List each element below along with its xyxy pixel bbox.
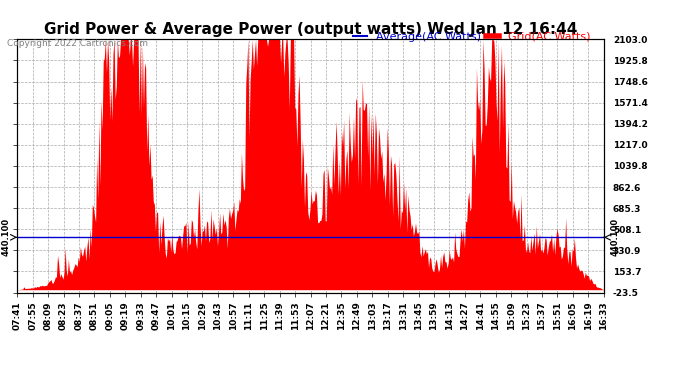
Title: Grid Power & Average Power (output watts) Wed Jan 12 16:44: Grid Power & Average Power (output watts… [43,22,578,37]
Text: 440.100: 440.100 [611,218,620,256]
Text: 440.100: 440.100 [1,218,10,256]
Text: Copyright 2022 Cartronics.com: Copyright 2022 Cartronics.com [7,39,148,48]
Legend: Average(AC Watts), Grid(AC Watts): Average(AC Watts), Grid(AC Watts) [349,27,595,46]
